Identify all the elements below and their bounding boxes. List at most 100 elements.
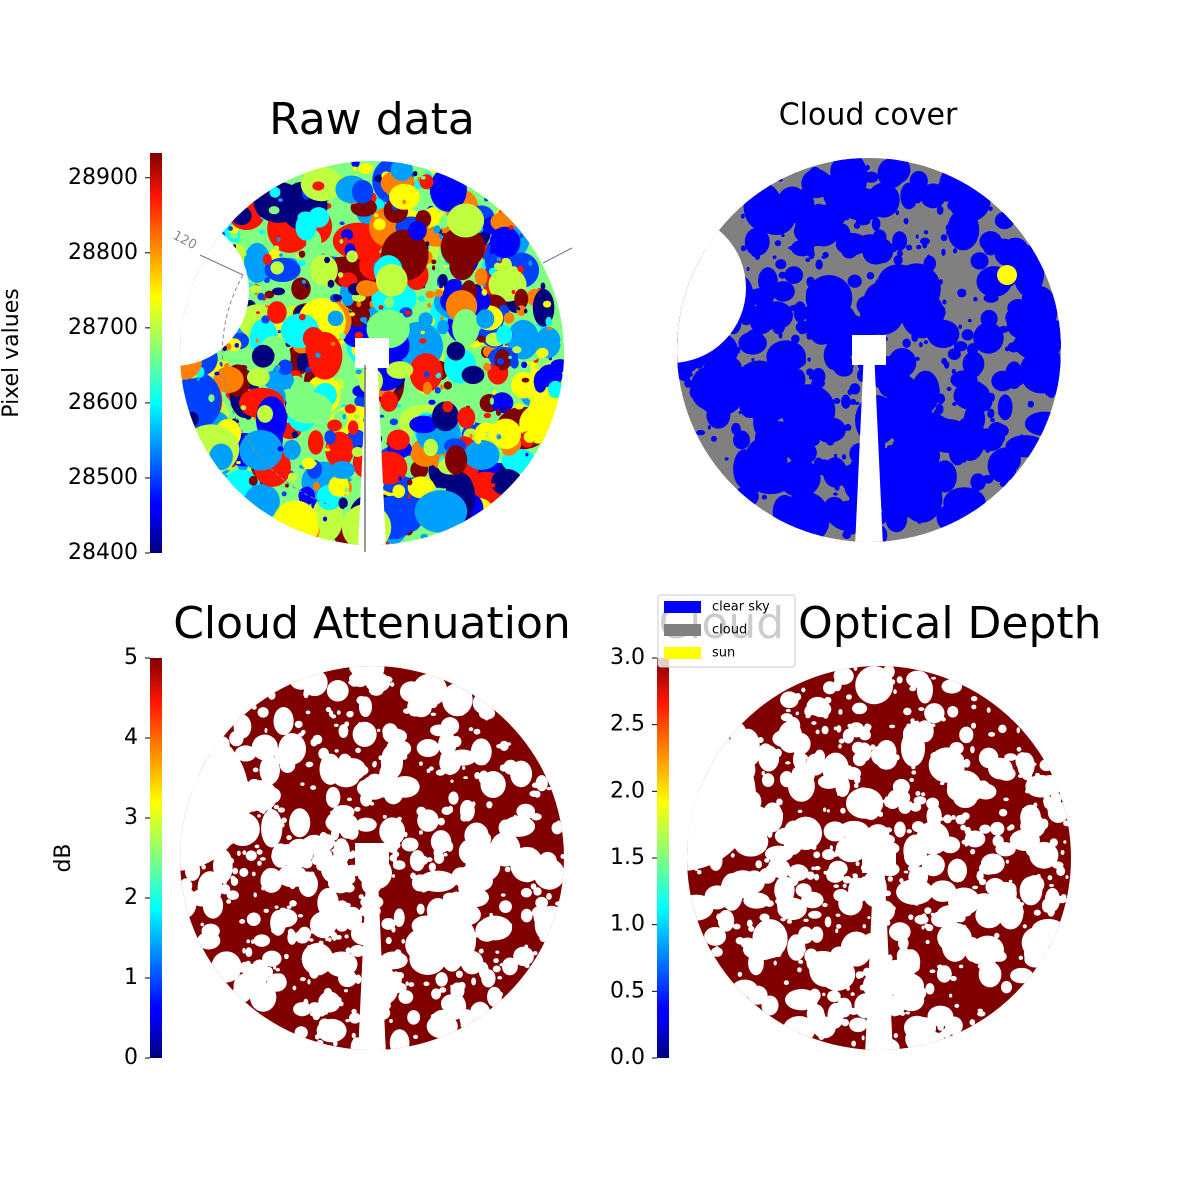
image-blob bbox=[906, 829, 912, 834]
image-blob bbox=[431, 371, 438, 376]
image-blob bbox=[214, 887, 221, 892]
image-blob bbox=[496, 257, 501, 262]
image-blob bbox=[285, 391, 333, 424]
image-blob bbox=[407, 697, 423, 717]
image-blob bbox=[536, 347, 549, 358]
image-blob bbox=[887, 749, 895, 756]
image-blob bbox=[1033, 909, 1041, 916]
image-blob bbox=[523, 430, 536, 443]
image-blob bbox=[888, 389, 894, 397]
image-blob bbox=[765, 301, 777, 309]
image-blob bbox=[338, 969, 357, 988]
image-blob bbox=[559, 339, 564, 346]
image-blob bbox=[990, 417, 995, 423]
image-blob bbox=[301, 457, 316, 470]
image-blob bbox=[481, 969, 496, 988]
image-blob bbox=[435, 972, 448, 987]
image-blob bbox=[273, 973, 287, 990]
image-blob bbox=[517, 307, 521, 311]
image-blob bbox=[887, 374, 920, 419]
image-blob bbox=[409, 849, 426, 872]
image-blob bbox=[180, 878, 193, 894]
image-blob bbox=[838, 738, 845, 744]
image-blob bbox=[345, 824, 359, 840]
image-blob bbox=[1035, 955, 1045, 963]
image-blob bbox=[454, 726, 459, 733]
image-blob bbox=[296, 260, 306, 267]
image-blob bbox=[981, 936, 986, 942]
image-blob bbox=[482, 759, 487, 766]
image-blob bbox=[458, 981, 466, 990]
image-blob bbox=[852, 702, 868, 715]
image-blob bbox=[264, 727, 268, 733]
image-blob bbox=[961, 329, 974, 341]
image-blob bbox=[347, 797, 352, 802]
image-blob bbox=[401, 837, 419, 852]
image-blob bbox=[746, 919, 753, 928]
image-blob bbox=[905, 751, 910, 755]
image-blob bbox=[797, 786, 802, 792]
image-blob bbox=[923, 230, 929, 235]
image-blob bbox=[969, 1019, 976, 1026]
image-blob bbox=[979, 824, 991, 834]
image-blob bbox=[783, 980, 789, 986]
image-blob bbox=[917, 507, 923, 512]
image-blob bbox=[285, 838, 314, 868]
image-blob bbox=[726, 870, 760, 899]
image-blob bbox=[953, 341, 968, 352]
image-blob bbox=[977, 962, 990, 970]
image-blob bbox=[305, 366, 312, 373]
image-blob bbox=[398, 476, 402, 482]
image-blob bbox=[514, 403, 524, 410]
image-blob bbox=[761, 948, 767, 954]
image-blob bbox=[855, 861, 860, 867]
image-blob bbox=[264, 290, 275, 299]
image-blob bbox=[540, 282, 546, 290]
image-blob bbox=[880, 492, 904, 518]
image-blob bbox=[310, 785, 317, 790]
image-blob bbox=[863, 171, 879, 183]
image-blob bbox=[880, 412, 887, 419]
image-blob bbox=[229, 233, 239, 239]
image-blob bbox=[995, 862, 999, 867]
image-blob bbox=[250, 825, 255, 831]
image-blob bbox=[447, 203, 485, 238]
image-blob bbox=[319, 753, 342, 785]
image-blob bbox=[409, 415, 438, 434]
image-blob bbox=[835, 913, 841, 917]
image-blob bbox=[333, 723, 339, 727]
image-blob bbox=[780, 917, 786, 922]
image-blob bbox=[447, 770, 453, 776]
image-blob bbox=[842, 216, 850, 221]
image-blob bbox=[244, 483, 280, 520]
image-blob bbox=[938, 483, 945, 488]
image-blob bbox=[1002, 237, 1029, 266]
image-blob bbox=[781, 233, 785, 238]
image-blob bbox=[254, 844, 260, 849]
image-blob bbox=[292, 738, 299, 746]
image-blob bbox=[352, 166, 357, 172]
image-blob bbox=[749, 872, 754, 877]
image-blob bbox=[970, 473, 986, 491]
image-blob bbox=[312, 181, 325, 191]
image-blob bbox=[431, 988, 442, 1000]
image-blob bbox=[878, 811, 884, 818]
image-blob bbox=[452, 308, 480, 347]
image-blob bbox=[312, 734, 323, 745]
image-blob bbox=[345, 851, 356, 859]
image-blob bbox=[1010, 967, 1034, 984]
image-blob bbox=[390, 740, 412, 757]
image-blob bbox=[338, 497, 348, 509]
image-blob bbox=[823, 870, 827, 875]
image-blob bbox=[229, 730, 244, 747]
image-blob bbox=[827, 207, 834, 213]
image-blob bbox=[547, 380, 563, 399]
image-blob bbox=[775, 259, 787, 270]
image-blob bbox=[952, 402, 957, 406]
image-blob bbox=[861, 1035, 865, 1041]
image-blob bbox=[772, 255, 777, 260]
image-blob bbox=[390, 682, 395, 687]
image-blob bbox=[458, 187, 464, 191]
image-blob bbox=[794, 693, 802, 701]
image-blob bbox=[279, 253, 283, 257]
